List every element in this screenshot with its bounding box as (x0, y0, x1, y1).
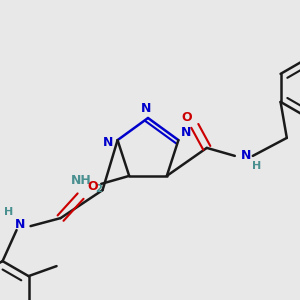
Text: 2: 2 (95, 184, 102, 194)
Text: N: N (102, 136, 113, 148)
Text: O: O (182, 111, 192, 124)
Text: N: N (15, 218, 26, 231)
Text: NH: NH (70, 174, 91, 188)
Text: O: O (87, 180, 98, 193)
Text: N: N (241, 149, 251, 162)
Text: H: H (252, 161, 261, 171)
Text: H: H (4, 207, 13, 217)
Text: N: N (141, 101, 151, 115)
Text: N: N (181, 126, 192, 139)
